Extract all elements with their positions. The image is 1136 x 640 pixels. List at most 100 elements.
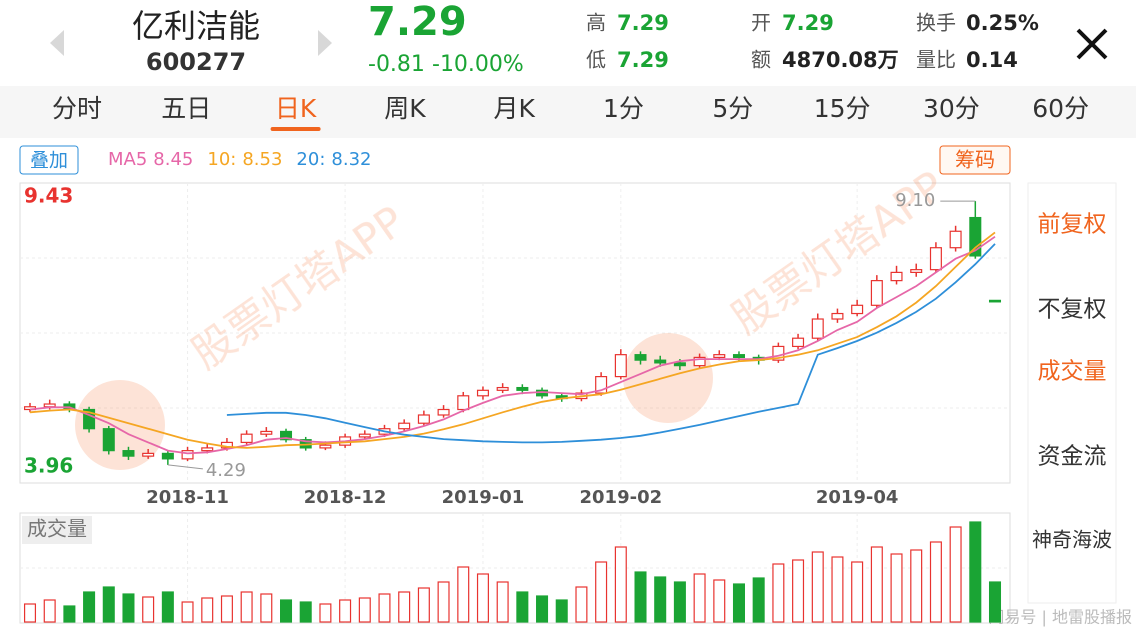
candle-body [870,280,883,306]
stat-value: 4870.08万 [782,48,899,72]
side-menu [1027,182,1117,604]
volume-title-bg [22,516,92,544]
volume-bar [536,595,549,623]
candle-body [398,422,411,430]
volume-bar [969,521,982,623]
side-menu-item[interactable]: 资金流 [1038,444,1107,470]
overlay-label: 叠加 [30,150,68,172]
volume-bar [398,591,411,623]
tab[interactable]: 15分 [814,94,871,123]
candle-body [181,450,194,460]
volume-bar [122,593,135,623]
volume-bar [634,571,647,623]
volume-bar [910,549,923,623]
volume-bar [595,561,608,623]
candle-body [496,386,509,391]
volume-bar [831,556,844,623]
x-tick-label: 2019-04 [816,487,899,508]
chip-button[interactable] [939,145,1011,175]
stock-name: 亿利洁能 [132,7,260,45]
candle-body [201,447,214,452]
candle-body [654,359,667,364]
ma-line [29,235,996,455]
volume-bar [161,591,174,623]
ma-line [226,243,996,444]
volume-bar [555,599,568,623]
close-button[interactable] [1076,28,1108,60]
volume-bar [988,581,1002,623]
next-arrow[interactable] [318,30,332,56]
y-max-label: 9.43 [24,184,73,208]
side-menu-item[interactable]: 不复权 [1038,297,1107,323]
stat-label: 开 [751,11,771,35]
candle-body [595,376,608,394]
side-menu-item[interactable]: 成交量 [1038,359,1107,385]
candle-body [890,271,903,282]
volume-bar [201,597,214,623]
volume-bar [319,603,332,623]
volume-bar [339,599,352,623]
y-min-label: 3.96 [24,454,73,478]
candle-body [988,299,1002,303]
candle-body [417,414,430,424]
legend-name: 10: [207,149,236,170]
volume-bar [476,573,489,623]
volume-bar [693,573,706,623]
price: 7.29 [368,0,467,45]
candle-body [673,362,686,367]
candle-body [319,444,332,449]
tab[interactable]: 周K [384,94,426,123]
candle-body [437,408,450,416]
min-pointer [167,464,203,470]
candle-body [358,433,371,438]
candle-body [102,428,115,452]
volume-bar [280,599,293,623]
legend-name: MA5 [108,149,147,170]
volume-bar [673,581,686,623]
stock-code: 600277 [146,48,246,76]
chip-label: 筹码 [955,148,995,172]
candle-body [614,354,627,378]
stat-value: 0.25% [966,11,1039,35]
volume-bar [713,579,726,623]
tab-underline [270,127,321,131]
volume-bar [890,553,903,623]
tab[interactable]: 30分 [923,94,980,123]
x-tick-label: 2019-02 [580,487,663,508]
legend-value: 8.45 [153,149,193,170]
tab[interactable]: 分时 [52,94,102,123]
candle-body [792,337,805,348]
candle-body [240,433,253,444]
candle-body [280,430,293,441]
prev-arrow[interactable] [50,30,64,56]
tab[interactable]: 日K [275,94,317,123]
volume-title: 成交量 [27,517,87,541]
min-label: 4.29 [206,460,246,481]
x-tick-label: 2018-12 [304,487,387,508]
volume-bar [102,586,115,623]
tab[interactable]: 5分 [712,94,753,123]
volume-bar [792,559,805,623]
tab[interactable]: 1分 [603,94,644,123]
volume-bar [811,551,824,623]
legend-name: 20: [296,149,325,170]
tab[interactable]: 五日 [161,94,211,123]
overlay-button[interactable] [19,145,79,175]
stat-label: 换手 [916,11,956,35]
volume-bar [299,601,312,623]
tab[interactable]: 月K [493,94,535,123]
tab-bar [0,86,1136,138]
candle-body [142,452,155,457]
change: -0.81 [368,52,425,77]
candle-body [83,408,96,430]
side-menu-item[interactable]: 前复权 [1038,212,1107,238]
stat-value: 7.29 [782,11,834,35]
candle-body [122,450,135,457]
tab[interactable]: 60分 [1032,94,1089,123]
candle-body [516,386,529,391]
volume-bar [142,596,155,623]
volume-bar [457,566,470,623]
candle-body [634,354,647,361]
side-menu-item[interactable]: 神奇海波 [1032,528,1112,552]
